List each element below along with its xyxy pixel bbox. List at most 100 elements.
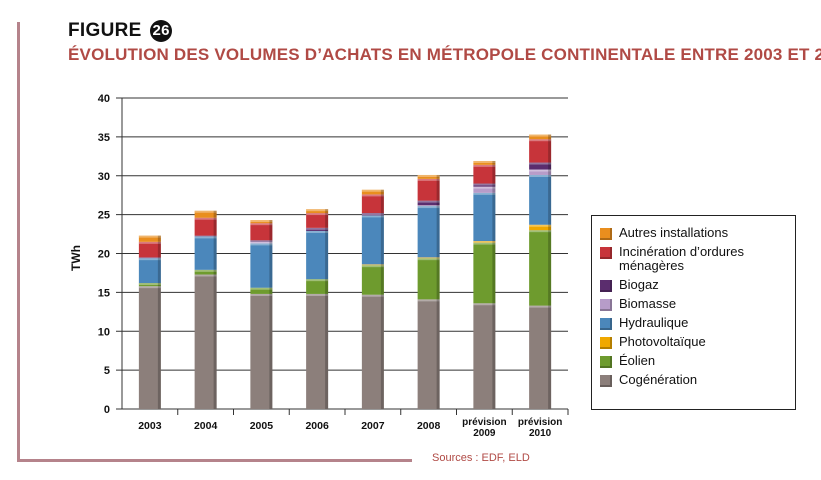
- legend-label: Cogénération: [619, 372, 698, 387]
- bar-segment-highlight: [194, 235, 217, 237]
- legend-label: Biogaz: [619, 277, 659, 292]
- bar-segment-highlight: [250, 220, 273, 223]
- bar-segment-shadow: [436, 206, 440, 258]
- bar-segment-shadow: [436, 200, 440, 206]
- bar-segment-shadow: [213, 274, 217, 409]
- bar-segment-shadow: [325, 293, 329, 409]
- bar-segment: [529, 162, 552, 170]
- bar-segment: [194, 217, 217, 236]
- figure-frame-bottom: [17, 459, 412, 462]
- bar-segment: [473, 242, 496, 304]
- chart-legend: Autres installations Incinération d’ordur…: [591, 215, 796, 410]
- legend-swatch: [600, 375, 612, 387]
- bar-segment: [473, 241, 496, 243]
- bar-segment-shadow: [380, 215, 384, 265]
- bar-segment: [250, 220, 273, 224]
- bar-segment-highlight: [473, 186, 496, 189]
- bar-segment: [417, 299, 440, 409]
- x-tick-label: 2003: [138, 420, 162, 432]
- y-tick-label: 10: [98, 326, 110, 338]
- bar-segment-shadow: [213, 236, 217, 270]
- bar-segment-highlight: [361, 194, 384, 197]
- x-tick-label: 2007: [361, 420, 385, 432]
- bar-segment: [306, 227, 329, 231]
- bar-segment-shadow: [548, 230, 552, 306]
- bar-segment-shadow: [492, 242, 496, 304]
- bar-segment: [306, 209, 329, 214]
- bar-segment-highlight: [417, 205, 440, 207]
- bar-segment: [138, 241, 161, 258]
- bar-segment-shadow: [269, 220, 273, 224]
- y-tick-label: 0: [104, 404, 110, 416]
- bar-segment-highlight: [417, 206, 440, 209]
- bar-segment-shadow: [325, 230, 329, 280]
- bar-segment-shadow: [492, 164, 496, 184]
- bar-segment-shadow: [213, 235, 217, 237]
- bar-segment: [361, 294, 384, 409]
- y-tick-label: 30: [98, 171, 110, 183]
- legend-label: Autres installations: [619, 225, 729, 240]
- bar-segment: [473, 186, 496, 193]
- bar-segment-shadow: [436, 178, 440, 201]
- bar-segment-highlight: [306, 227, 329, 230]
- bar-segment: [306, 279, 329, 294]
- legend-swatch: [600, 247, 612, 259]
- sources-note: Sources : EDF, ELD: [432, 452, 530, 464]
- bar-segment: [417, 174, 440, 179]
- bar-segment: [361, 189, 384, 195]
- bar-segment-highlight: [361, 215, 384, 218]
- bar-segment: [529, 174, 552, 225]
- legend-swatch: [600, 280, 612, 292]
- y-tick-label: 15: [98, 287, 110, 299]
- bar-segment: [138, 258, 161, 284]
- bar-segment-shadow: [492, 183, 496, 187]
- bar-segment-shadow: [325, 213, 329, 228]
- bar-segment-shadow: [380, 264, 384, 266]
- x-tick-label: 2005: [250, 420, 274, 432]
- figure-title: ÉVOLUTION DES VOLUMES D’ACHATS EN MÉTROP…: [68, 45, 821, 64]
- bar-segment: [361, 265, 384, 295]
- bar-segment-shadow: [269, 241, 273, 244]
- bar-segment-highlight: [529, 134, 552, 137]
- bar-segment-shadow: [548, 134, 552, 140]
- bar-segment: [473, 183, 496, 187]
- bar-segment-highlight: [138, 235, 161, 238]
- bar-segment-highlight: [361, 189, 384, 192]
- y-tick-label: 5: [104, 365, 110, 377]
- bar-segment-highlight: [250, 240, 273, 242]
- legend-item: Cogénération: [600, 373, 787, 387]
- bar-segment: [529, 224, 552, 231]
- bar-segment-highlight: [473, 160, 496, 163]
- bar-segment-highlight: [194, 210, 217, 213]
- legend-swatch: [600, 299, 612, 311]
- bar-segment-highlight: [250, 287, 273, 290]
- bar-segment-shadow: [492, 241, 496, 243]
- bar-segment: [417, 258, 440, 300]
- bar-segment: [250, 293, 273, 409]
- bar-segment-highlight: [417, 299, 440, 302]
- bar-segment-highlight: [306, 230, 329, 233]
- figure-frame-left: [17, 22, 20, 462]
- bar-segment-highlight: [529, 230, 552, 233]
- bar-segment-shadow: [492, 160, 496, 165]
- bar-segment-highlight: [473, 241, 496, 243]
- bar-segment: [138, 286, 161, 409]
- bar-segment-shadow: [157, 241, 161, 258]
- bar-segment: [138, 235, 161, 242]
- bar-segment-shadow: [436, 205, 440, 207]
- bar-segment: [194, 274, 217, 409]
- bar-segment-highlight: [306, 293, 329, 296]
- bar-segment-shadow: [436, 257, 440, 259]
- bar-segment: [306, 230, 329, 280]
- bar-segment-highlight: [250, 241, 273, 244]
- bar-segment: [138, 283, 161, 287]
- bar-segment-highlight: [138, 258, 161, 261]
- bar-segment-highlight: [250, 243, 273, 246]
- bar-segment-shadow: [548, 162, 552, 170]
- bar-segment-highlight: [473, 303, 496, 306]
- bar-segment-highlight: [361, 264, 384, 266]
- bar-segment-shadow: [157, 235, 161, 242]
- bar-segment: [250, 240, 273, 242]
- bar-segment: [417, 178, 440, 201]
